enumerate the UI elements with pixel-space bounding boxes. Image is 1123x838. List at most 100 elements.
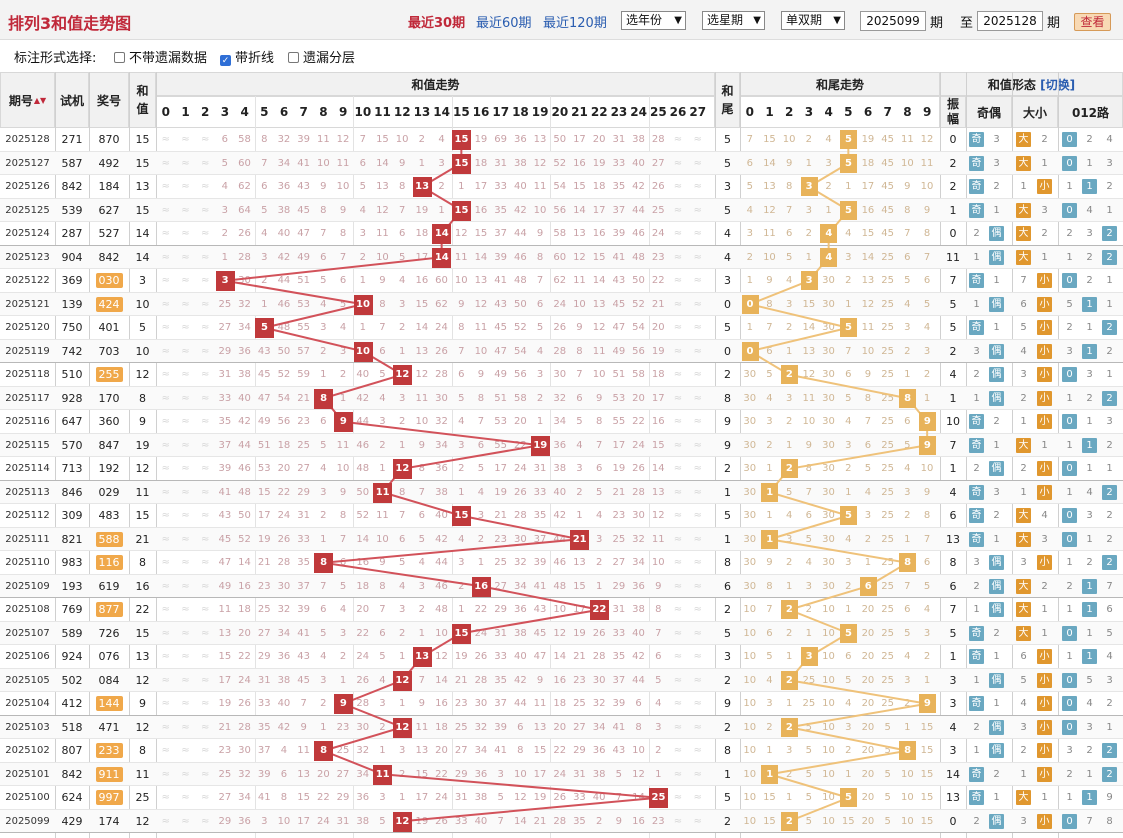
tail-miss-count: 11 (920, 157, 934, 169)
option-miss-layer[interactable]: 遗漏分层 (288, 47, 355, 66)
sum-number-header: 26 (669, 105, 687, 119)
amplitude-cell: 0 (949, 814, 957, 828)
sum-number-header: 2 (201, 105, 210, 119)
miss-count: 45 (533, 627, 547, 639)
period-from-input[interactable]: 2025099 (860, 11, 926, 31)
tail-value-cell: 8 (724, 556, 731, 569)
parity-select[interactable]: 单双期 ▼ (781, 11, 845, 30)
miss-count: 44 (513, 698, 527, 709)
tail-miss-count: 2 (845, 463, 852, 474)
big-small-badge: 小 (1037, 390, 1052, 406)
checkbox-icon[interactable] (288, 52, 299, 63)
miss-count: 28 (513, 510, 527, 521)
miss-count: 23 (494, 533, 507, 545)
weekday-select[interactable]: 选星期 ▼ (702, 11, 765, 30)
query-button[interactable]: 查看 (1074, 13, 1111, 31)
tail-miss-count: 1 (845, 768, 852, 780)
tail-miss-count: 11 (900, 134, 914, 145)
miss-count: 45 (297, 674, 310, 686)
miss-count: 2 (379, 439, 386, 451)
miss-count: 4 (458, 416, 465, 427)
period-to-input[interactable]: 2025128 (977, 11, 1043, 31)
tail-miss-count: 5 (904, 439, 911, 451)
miss-count: ≈ (200, 721, 210, 733)
prize-number: 424 (95, 296, 123, 312)
tail-miss-count: 8 (864, 392, 872, 404)
switch-link[interactable]: [切换] (1040, 76, 1075, 93)
miss-count: ≈ (200, 768, 210, 780)
prize-number-cell: 424 (89, 293, 129, 317)
tail-miss-count: 30 (822, 298, 835, 310)
miss-count: 26 (553, 322, 567, 333)
header-issue[interactable]: 期号 ▲▼ (0, 72, 55, 128)
miss-count: ≈ (693, 510, 702, 521)
miss-count: 5 (379, 369, 386, 380)
tail-value-cell: 2 (724, 603, 731, 616)
miss-count: 29 (494, 604, 507, 615)
range-link-120[interactable]: 最近120期 (543, 16, 607, 31)
range-link-60[interactable]: 最近60期 (476, 16, 532, 31)
tail-miss-count: 9 (766, 557, 773, 568)
route-miss: 5 (1066, 298, 1073, 310)
tail-miss-count: 10 (782, 134, 796, 145)
miss-count: 25 (297, 439, 310, 451)
miss-count: 22 (316, 792, 330, 803)
miss-count: 49 (218, 580, 232, 592)
tail-ball: 0 (741, 294, 759, 314)
tail-miss-count: 4 (766, 674, 773, 686)
tail-miss-count: 4 (845, 533, 852, 545)
miss-count: 5 (418, 533, 426, 545)
miss-count: ≈ (673, 157, 683, 169)
checkbox-checked-icon[interactable]: ✓ (220, 55, 231, 66)
tail-miss-count: 1 (785, 792, 793, 803)
sum-value-cell: 14 (135, 227, 150, 240)
tail-miss-count: 5 (923, 298, 931, 310)
tail-value-cell: 4 (724, 250, 731, 264)
tail-miss-count: 7 (766, 322, 773, 333)
miss-count: 40 (513, 181, 527, 192)
year-select[interactable]: 选年份 ▼ (621, 11, 686, 30)
big-small-badge: 小 (1037, 555, 1052, 570)
miss-count: 36 (632, 580, 645, 592)
tail-value-cell: 2 (724, 720, 731, 734)
miss-count: 27 (297, 463, 310, 474)
miss-count: 29 (612, 580, 626, 592)
tail-miss-count: 30 (822, 580, 835, 592)
miss-count: 3 (379, 698, 386, 709)
tail-miss-count: 2 (766, 439, 773, 451)
sort-icon[interactable]: ▲▼ (33, 95, 47, 105)
header-route: 012路 (1058, 96, 1123, 128)
miss-count: 1 (320, 721, 327, 733)
tail-miss-count: 2 (746, 251, 753, 263)
tail-miss-count: 30 (743, 533, 757, 545)
tail-miss-count: 9 (923, 204, 931, 216)
option-polyline[interactable]: ✓ 带折线 (220, 47, 274, 66)
miss-count: 1 (359, 322, 366, 333)
prize-number-cell: 144 (89, 692, 129, 716)
route-miss: 3 (1086, 228, 1093, 239)
checkbox-icon[interactable] (114, 52, 125, 63)
range-link-30[interactable]: 最近30期 (408, 16, 466, 31)
miss-count: 32 (592, 698, 606, 709)
miss-count: 38 (356, 815, 370, 827)
miss-count: 7 (320, 228, 327, 239)
sum-ball: 12 (392, 717, 412, 738)
miss-count: 54 (277, 392, 291, 404)
miss-count: 48 (356, 463, 370, 474)
amplitude-cell: 3 (949, 673, 957, 687)
odd-even-miss: 2 (973, 580, 980, 592)
miss-count: 8 (576, 345, 583, 357)
tail-miss-count: 2 (785, 557, 793, 568)
miss-count: ≈ (673, 533, 683, 545)
miss-count: ≈ (673, 604, 683, 615)
option-no-miss[interactable]: 不带遗漏数据 (114, 47, 207, 66)
amplitude-cell: 13 (946, 791, 960, 804)
miss-count: 60 (435, 275, 448, 286)
miss-count: 41 (533, 580, 547, 592)
amplitude-cell: 5 (949, 321, 957, 334)
miss-count: 35 (297, 557, 310, 568)
tail-miss-count: 10 (822, 698, 835, 709)
route-badge: 2 (1102, 484, 1117, 500)
miss-count: ≈ (181, 251, 190, 263)
miss-count: 59 (297, 369, 310, 380)
